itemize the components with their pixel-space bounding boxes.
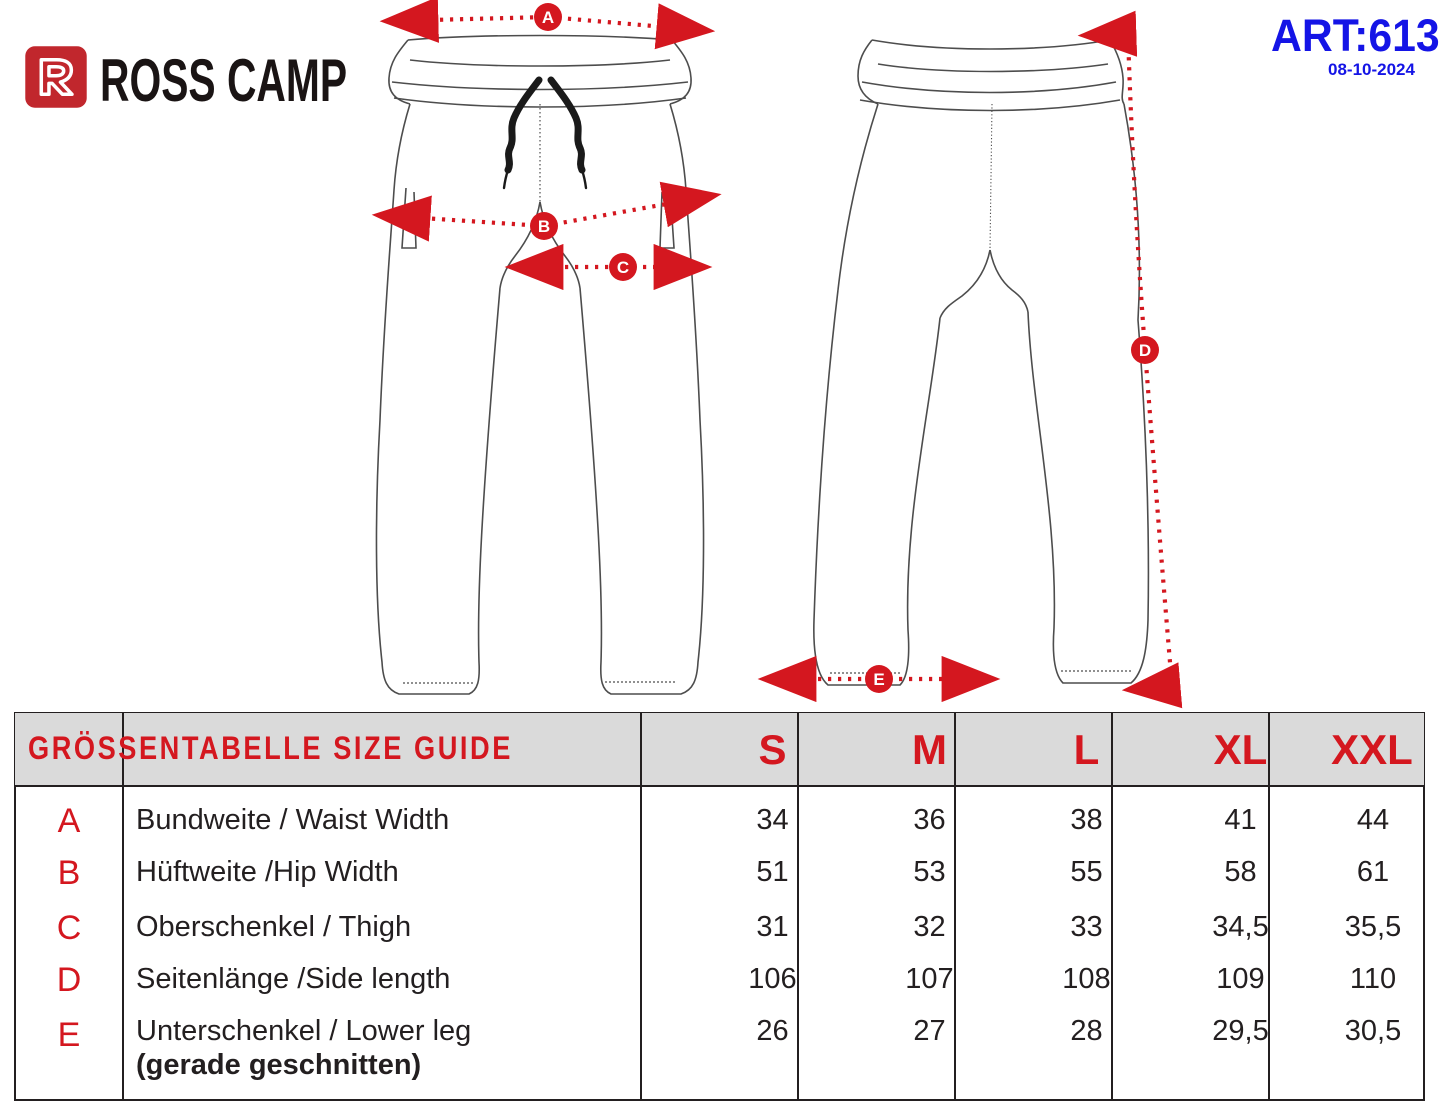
svg-text:A: A xyxy=(542,8,554,27)
svg-text:E: E xyxy=(873,670,884,689)
svg-text:D: D xyxy=(1139,341,1151,360)
svg-text:B: B xyxy=(538,217,550,236)
svg-text:C: C xyxy=(617,258,629,277)
